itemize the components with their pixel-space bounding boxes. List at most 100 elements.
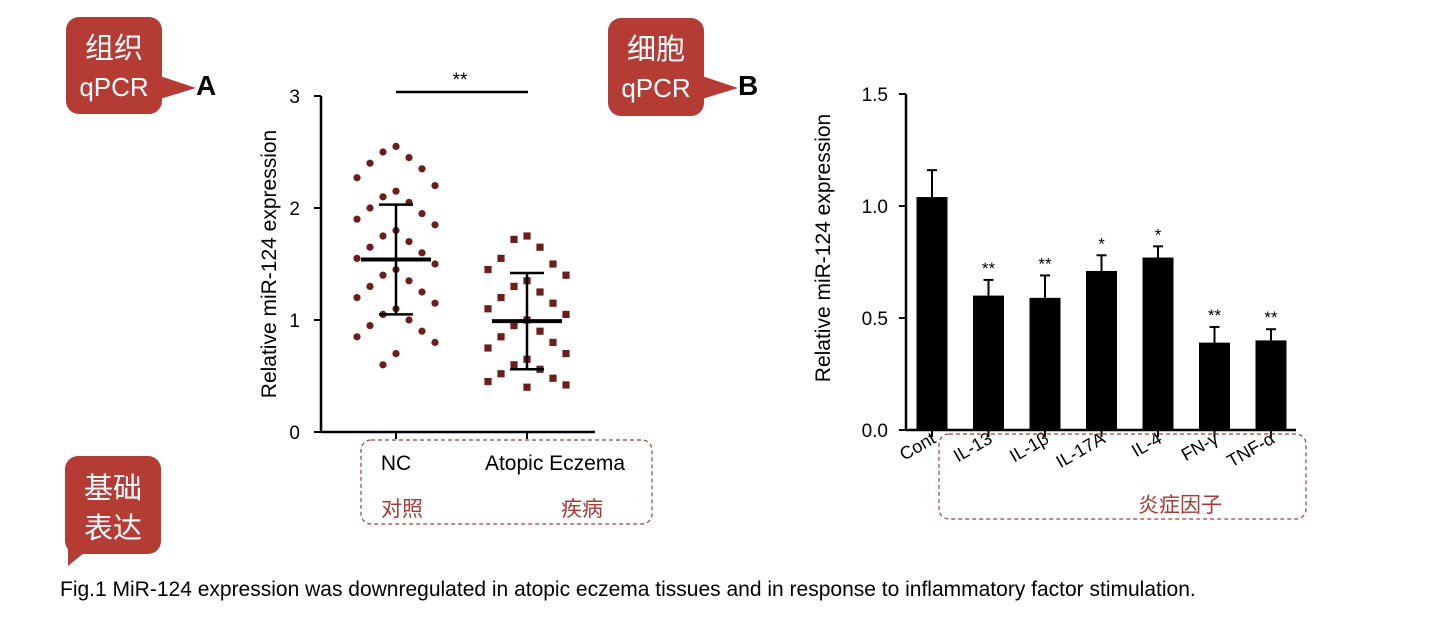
a-data-point (366, 322, 374, 330)
a-data-point (523, 383, 531, 391)
a-data-point (366, 159, 374, 167)
a-data-point (497, 333, 505, 341)
a-data-point (510, 235, 518, 243)
b-significance-label: * (1098, 234, 1105, 253)
b-group-label-inflammatory: 炎症因子 (1138, 493, 1222, 517)
a-data-point (392, 187, 400, 195)
a-group-label-control: 对照 (381, 497, 423, 521)
a-data-point (405, 238, 413, 246)
a-data-point (484, 378, 492, 386)
panel-b-label: B (738, 70, 758, 101)
a-data-point (379, 193, 387, 201)
a-data-point (562, 350, 570, 358)
b-bar (1142, 257, 1174, 430)
a-data-point (405, 154, 413, 162)
b-bar (916, 197, 948, 430)
a-data-point (484, 305, 492, 313)
a-data-point (562, 381, 570, 389)
a-category-label-ae: Atopic Eczema (485, 452, 625, 475)
b-bar (1086, 270, 1117, 430)
a-data-point (366, 243, 374, 251)
a-data-point (379, 148, 387, 156)
a-data-point (536, 288, 544, 296)
a-data-point (484, 266, 492, 274)
callout-basal-pointer (68, 548, 90, 566)
callout-tissue-qpcr: 组织 qPCR (66, 17, 196, 114)
a-data-point (366, 204, 374, 212)
b-y-tick-label: 0.5 (862, 309, 888, 330)
callout-basal-line1: 基础 (84, 471, 142, 505)
a-data-point (392, 350, 400, 358)
a-y-tick-label: 3 (289, 87, 300, 108)
b-significance-label: ** (1208, 306, 1222, 325)
a-data-point (366, 282, 374, 290)
a-data-point (353, 174, 361, 182)
a-data-point (484, 344, 492, 352)
panel-b-bar: 0.0 0.5 1.0 1.5 Relative miR-124 expression… (812, 85, 1307, 520)
a-data-point (418, 288, 426, 296)
callout-basal-line2: 表达 (84, 511, 142, 545)
b-significance-label: * (1155, 225, 1162, 244)
a-data-point (510, 282, 518, 290)
b-y-axis-title: Relative miR-124 expression (812, 114, 835, 382)
b-bar (1199, 342, 1230, 430)
callout-tissue-pointer (160, 76, 196, 99)
a-data-point (431, 260, 439, 268)
panel-a-scatter: 0 1 2 3 Relative miR-124 expression ** NC A… (258, 70, 653, 525)
a-data-point (353, 215, 361, 223)
panel-a-label: A (196, 70, 216, 101)
callout-tissue-line1: 组织 (85, 31, 143, 65)
b-bar (973, 295, 1004, 430)
a-data-point (497, 254, 505, 262)
b-category-label: IL-17A (1053, 428, 1109, 472)
callout-cell-line2: qPCR (621, 73, 690, 103)
a-significance-label: ** (453, 70, 468, 91)
a-data-point (523, 232, 531, 240)
figure-caption: Fig.1 MiR-124 expression was downregulat… (60, 578, 1196, 601)
a-data-point (497, 294, 505, 302)
a-data-point (353, 333, 361, 341)
callout-cell-qpcr: 细胞 qPCR (608, 18, 738, 116)
callout-tissue-bubble (66, 17, 162, 114)
a-data-point (418, 210, 426, 218)
a-data-point (379, 361, 387, 369)
a-data-point (418, 249, 426, 257)
a-data-point (418, 165, 426, 173)
a-y-axis-title: Relative miR-124 expression (258, 130, 281, 398)
callout-cell-bubble (608, 18, 704, 116)
b-y-tick-label: 0.0 (862, 421, 888, 442)
a-data-point (379, 232, 387, 240)
a-data-point (549, 260, 557, 268)
b-significance-label: ** (982, 259, 996, 278)
callout-cell-pointer (702, 76, 738, 99)
b-significance-label: ** (1038, 254, 1052, 273)
a-y-tick-label: 1 (289, 311, 300, 332)
a-data-point (431, 221, 439, 229)
b-y-tick-label: 1.0 (862, 197, 888, 218)
b-bar (1255, 340, 1287, 430)
a-data-point (379, 271, 387, 279)
a-data-point (549, 374, 557, 382)
a-data-point (353, 294, 361, 302)
callout-basal-bubble (65, 456, 161, 554)
a-data-point (510, 322, 518, 330)
b-bar (1029, 297, 1061, 430)
a-data-point (510, 361, 518, 369)
b-significance-label: ** (1264, 308, 1278, 327)
callout-cell-line1: 细胞 (627, 32, 685, 66)
a-data-point (405, 316, 413, 324)
a-data-point (562, 310, 570, 318)
a-category-label-nc: NC (381, 452, 411, 475)
a-y-tick-label: 2 (289, 199, 300, 220)
a-data-point (549, 299, 557, 307)
a-y-tick-label: 0 (289, 423, 300, 444)
a-data-point (536, 327, 544, 335)
a-data-point (562, 271, 570, 279)
a-data-point (392, 142, 400, 150)
a-group-box (360, 439, 653, 525)
b-y-tick-label: 1.5 (862, 85, 888, 106)
a-data-point (549, 338, 557, 346)
b-group-box (938, 433, 1307, 520)
a-data-point (418, 327, 426, 335)
